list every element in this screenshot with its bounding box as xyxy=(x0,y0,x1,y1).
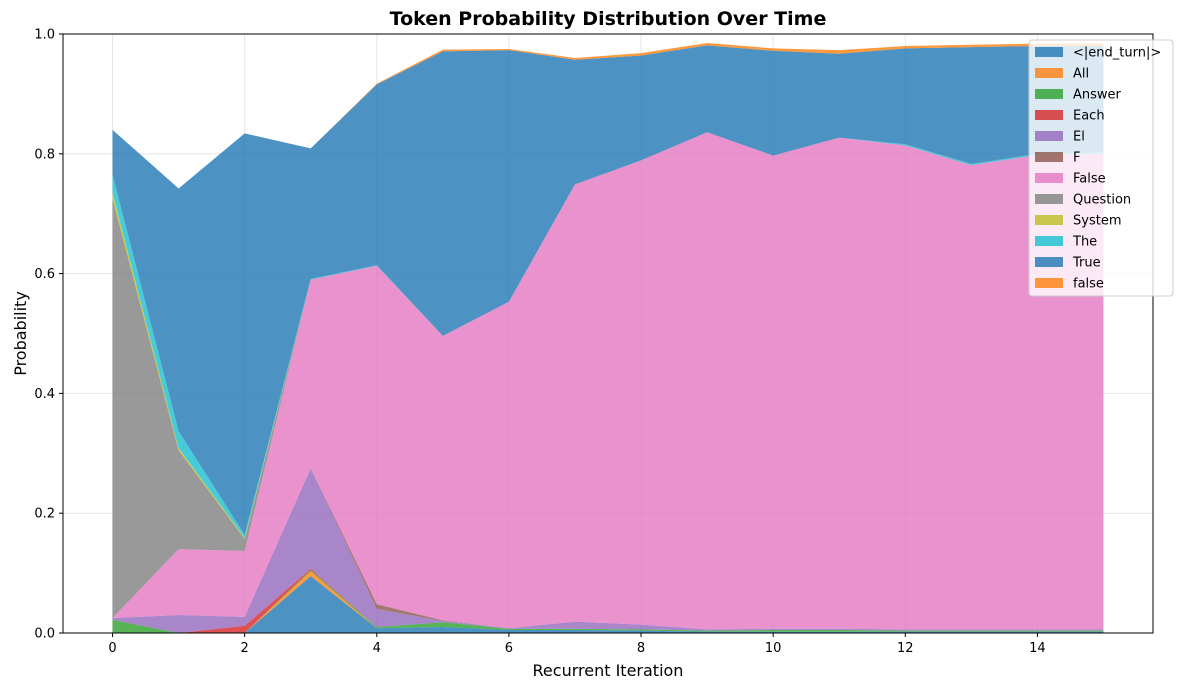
x-tick-label: 14 xyxy=(1029,641,1046,656)
area-series-0 xyxy=(112,576,1104,633)
legend-label: El xyxy=(1073,130,1085,145)
y-tick-label: 0.0 xyxy=(34,627,55,642)
chart-title: Token Probability Distribution Over Time xyxy=(390,8,827,30)
x-tick-label: 6 xyxy=(505,641,513,656)
y-tick-label: 0.6 xyxy=(34,267,55,282)
legend-swatch xyxy=(1035,68,1063,78)
legend-label: The xyxy=(1072,235,1097,250)
area-series-4 xyxy=(112,468,1104,633)
legend-swatch xyxy=(1035,194,1063,204)
legend-swatch xyxy=(1035,110,1063,120)
legend-swatch xyxy=(1035,152,1063,162)
legend-label: Answer xyxy=(1073,88,1122,103)
legend-swatch xyxy=(1035,173,1063,183)
legend-label: False xyxy=(1073,172,1106,187)
x-tick-label: 2 xyxy=(241,641,249,656)
x-tick-label: 12 xyxy=(897,641,914,656)
legend: <|end_turn|> All Answer Each El F False Questio… xyxy=(1028,39,1174,297)
y-tick-label: 0.8 xyxy=(34,147,55,162)
legend-label: True xyxy=(1072,256,1101,271)
legend-swatch xyxy=(1035,215,1063,225)
legend-label: F xyxy=(1073,151,1080,166)
area-series-6 xyxy=(112,132,1104,630)
legend-label: System xyxy=(1073,214,1121,229)
legend-label: Question xyxy=(1073,193,1131,208)
y-axis-title: Probability xyxy=(11,291,30,376)
x-axis-title: Recurrent Iteration xyxy=(533,661,684,680)
legend-swatch xyxy=(1035,131,1063,141)
x-tick-label: 8 xyxy=(637,641,645,656)
legend-swatch xyxy=(1035,236,1063,246)
area-layer xyxy=(112,42,1104,633)
plot-frame xyxy=(62,33,1154,634)
area-series-10 xyxy=(112,45,1104,535)
legend-swatch xyxy=(1035,89,1063,99)
y-tick-label: 1.0 xyxy=(34,28,55,43)
legend-swatch xyxy=(1035,257,1063,267)
tick-layer: 0 2 4 6 8 10 12 14 0.0 0.2 0.4 0.6 0.8 1.0 xyxy=(34,28,1045,657)
legend-label: false xyxy=(1073,277,1104,292)
x-tick-label: 0 xyxy=(108,641,116,656)
y-tick-label: 0.2 xyxy=(34,507,55,522)
legend-swatch xyxy=(1035,47,1063,57)
y-tick-label: 0.4 xyxy=(34,387,55,402)
x-tick-label: 4 xyxy=(373,641,381,656)
legend-box xyxy=(1028,39,1174,297)
x-tick-label: 10 xyxy=(765,641,782,656)
legend-label: All xyxy=(1073,67,1089,82)
legend-label: <|end_turn|> xyxy=(1073,46,1161,61)
legend-label: Each xyxy=(1073,109,1105,124)
legend-swatch xyxy=(1035,278,1063,288)
